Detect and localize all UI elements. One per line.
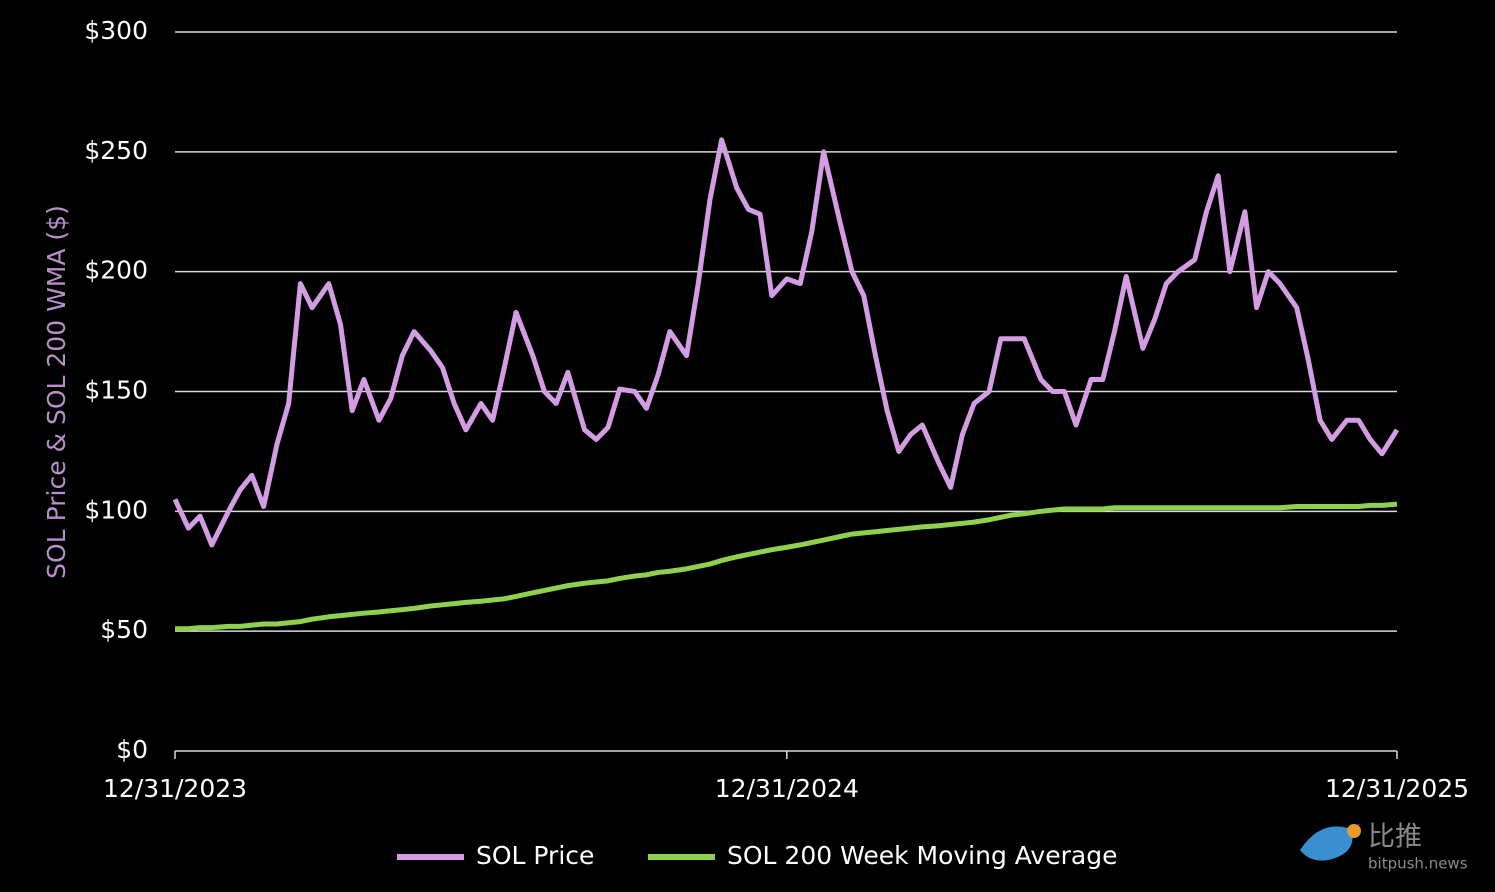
y-tick-label: $100	[84, 495, 148, 524]
watermark: 比推 bitpush.news	[1300, 822, 1468, 873]
x-tick-label: 12/31/2025	[1325, 774, 1469, 803]
y-tick-label: $200	[84, 256, 148, 285]
y-tick-label: $0	[116, 735, 148, 764]
series-line	[175, 501, 1398, 632]
legend: SOL Price SOL 200 Week Moving Average	[397, 841, 1117, 870]
legend-label: SOL 200 Week Moving Average	[727, 841, 1117, 870]
watermark-coin	[1347, 824, 1361, 838]
watermark-url: bitpush.news	[1368, 855, 1468, 873]
y-tick-label: $250	[84, 136, 148, 165]
y-axis-label: SOL Price & SOL 200 WMA ($)	[42, 205, 71, 579]
watermark-text: 比推	[1368, 822, 1422, 853]
legend-label: SOL Price	[476, 841, 594, 870]
y-tick-label: $50	[100, 615, 148, 644]
x-tick-label: 12/31/2023	[103, 774, 247, 803]
x-tick-label: 12/31/2024	[715, 774, 859, 803]
watermark-logo	[1300, 824, 1360, 861]
y-tick-label: $300	[84, 16, 148, 45]
y-tick-label: $150	[84, 376, 148, 405]
series-line	[172, 137, 1400, 548]
